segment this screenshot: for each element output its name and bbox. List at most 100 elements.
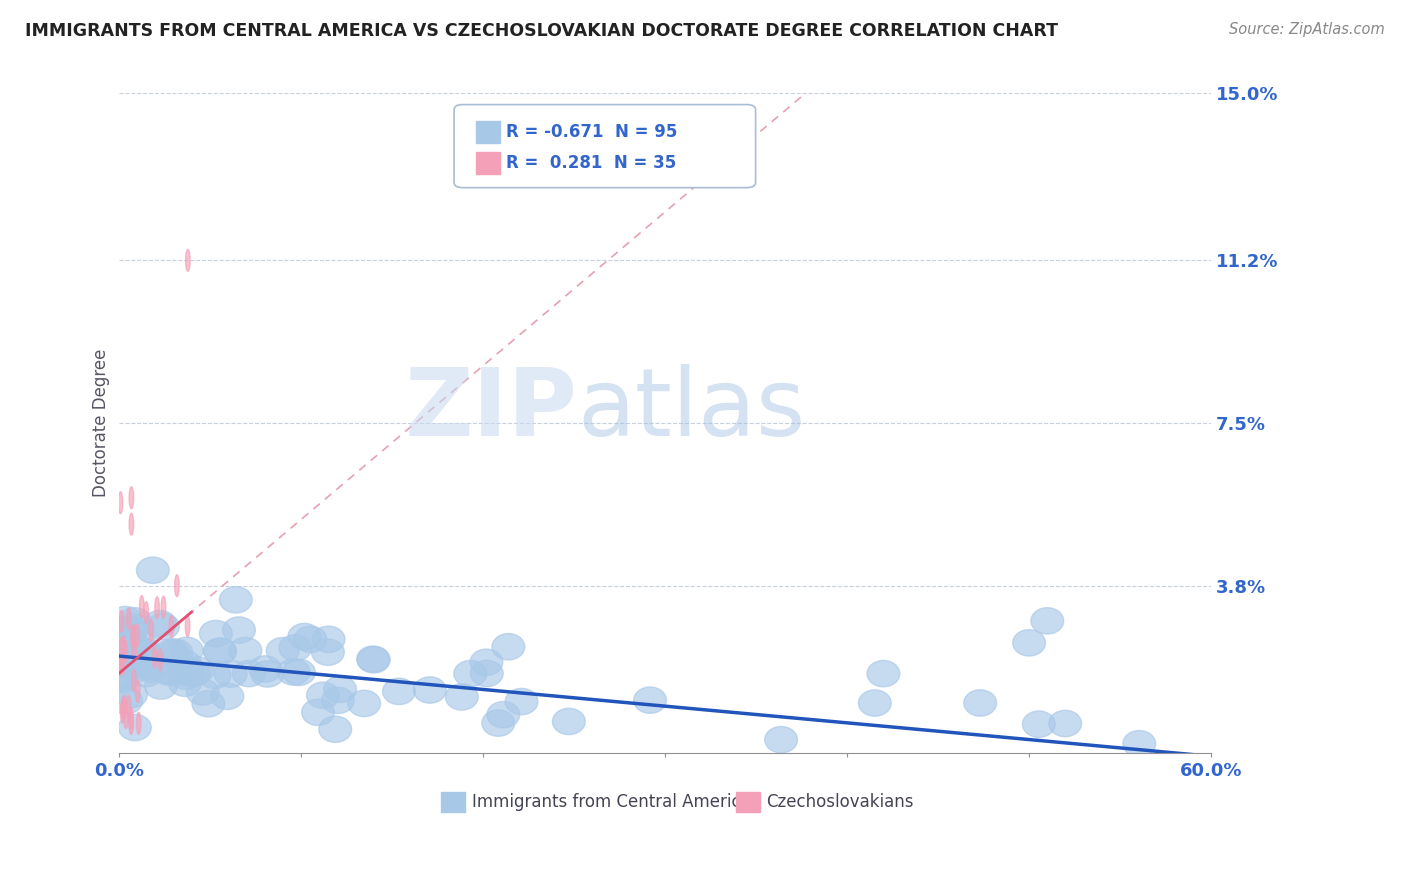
- Ellipse shape: [124, 632, 157, 658]
- Ellipse shape: [117, 631, 149, 657]
- Ellipse shape: [121, 698, 125, 720]
- Ellipse shape: [382, 678, 415, 705]
- Ellipse shape: [120, 610, 124, 632]
- Ellipse shape: [222, 617, 256, 643]
- Ellipse shape: [127, 607, 131, 630]
- Ellipse shape: [553, 708, 585, 735]
- Ellipse shape: [135, 624, 139, 646]
- Ellipse shape: [1049, 710, 1081, 737]
- Ellipse shape: [127, 696, 131, 717]
- Ellipse shape: [252, 661, 284, 687]
- Ellipse shape: [859, 690, 891, 716]
- Ellipse shape: [129, 487, 134, 508]
- Ellipse shape: [156, 659, 188, 685]
- Ellipse shape: [118, 654, 122, 675]
- Ellipse shape: [357, 647, 391, 673]
- Ellipse shape: [121, 701, 125, 723]
- Ellipse shape: [193, 690, 225, 717]
- Ellipse shape: [105, 660, 138, 687]
- Text: R =  0.281  N = 35: R = 0.281 N = 35: [506, 153, 676, 171]
- Ellipse shape: [249, 656, 281, 682]
- Ellipse shape: [107, 619, 139, 646]
- Ellipse shape: [118, 491, 122, 514]
- Ellipse shape: [186, 615, 190, 637]
- Ellipse shape: [486, 701, 520, 728]
- Ellipse shape: [124, 706, 128, 729]
- Ellipse shape: [294, 626, 326, 653]
- Text: R = -0.671  N = 95: R = -0.671 N = 95: [506, 122, 678, 141]
- Ellipse shape: [129, 646, 162, 673]
- Ellipse shape: [278, 635, 312, 661]
- Ellipse shape: [172, 657, 204, 683]
- Ellipse shape: [174, 574, 179, 597]
- Ellipse shape: [129, 713, 134, 735]
- Ellipse shape: [312, 639, 344, 665]
- Bar: [441, 792, 465, 812]
- Ellipse shape: [132, 640, 136, 662]
- Ellipse shape: [765, 726, 797, 753]
- Ellipse shape: [347, 690, 381, 716]
- Ellipse shape: [132, 624, 136, 647]
- Text: Source: ZipAtlas.com: Source: ZipAtlas.com: [1229, 22, 1385, 37]
- Ellipse shape: [229, 638, 262, 664]
- Ellipse shape: [302, 699, 335, 725]
- Ellipse shape: [120, 637, 124, 659]
- Ellipse shape: [204, 639, 236, 665]
- Ellipse shape: [288, 624, 321, 649]
- Ellipse shape: [186, 679, 219, 706]
- Ellipse shape: [169, 650, 201, 677]
- Ellipse shape: [129, 639, 162, 665]
- Ellipse shape: [143, 602, 149, 624]
- Ellipse shape: [104, 664, 136, 690]
- Text: ZIP: ZIP: [405, 364, 578, 456]
- Ellipse shape: [115, 648, 149, 675]
- Ellipse shape: [128, 707, 134, 729]
- Ellipse shape: [117, 614, 150, 640]
- Ellipse shape: [136, 557, 169, 583]
- Ellipse shape: [139, 596, 143, 617]
- Ellipse shape: [143, 610, 176, 637]
- Ellipse shape: [1123, 731, 1156, 757]
- Ellipse shape: [283, 659, 315, 686]
- Ellipse shape: [152, 646, 157, 668]
- Ellipse shape: [169, 615, 173, 638]
- Ellipse shape: [145, 673, 177, 699]
- Ellipse shape: [157, 648, 163, 671]
- Y-axis label: Doctorate Degree: Doctorate Degree: [93, 349, 110, 497]
- Ellipse shape: [129, 660, 162, 687]
- Ellipse shape: [357, 646, 389, 673]
- FancyBboxPatch shape: [454, 104, 755, 187]
- Ellipse shape: [111, 641, 145, 667]
- Ellipse shape: [124, 640, 128, 662]
- Ellipse shape: [136, 713, 141, 734]
- Ellipse shape: [114, 626, 146, 652]
- Ellipse shape: [167, 659, 201, 686]
- Ellipse shape: [115, 681, 148, 707]
- Ellipse shape: [131, 625, 135, 648]
- Ellipse shape: [146, 614, 180, 640]
- Ellipse shape: [118, 714, 152, 740]
- Ellipse shape: [128, 652, 160, 678]
- Ellipse shape: [266, 638, 299, 664]
- Ellipse shape: [446, 684, 478, 710]
- Ellipse shape: [470, 649, 503, 675]
- Ellipse shape: [181, 657, 214, 683]
- Ellipse shape: [105, 666, 138, 693]
- Ellipse shape: [121, 652, 125, 674]
- Ellipse shape: [492, 633, 524, 660]
- Ellipse shape: [277, 659, 309, 685]
- Ellipse shape: [152, 659, 184, 685]
- Text: IMMIGRANTS FROM CENTRAL AMERICA VS CZECHOSLOVAKIAN DOCTORATE DEGREE CORRELATION : IMMIGRANTS FROM CENTRAL AMERICA VS CZECH…: [25, 22, 1059, 40]
- Ellipse shape: [232, 660, 266, 687]
- Ellipse shape: [169, 670, 201, 697]
- Ellipse shape: [155, 597, 159, 619]
- Ellipse shape: [322, 687, 354, 714]
- Ellipse shape: [186, 250, 190, 271]
- Ellipse shape: [105, 651, 139, 677]
- Ellipse shape: [120, 656, 152, 682]
- Ellipse shape: [204, 638, 236, 665]
- Ellipse shape: [160, 640, 193, 665]
- Ellipse shape: [323, 676, 357, 703]
- Ellipse shape: [170, 637, 204, 664]
- Ellipse shape: [129, 513, 134, 535]
